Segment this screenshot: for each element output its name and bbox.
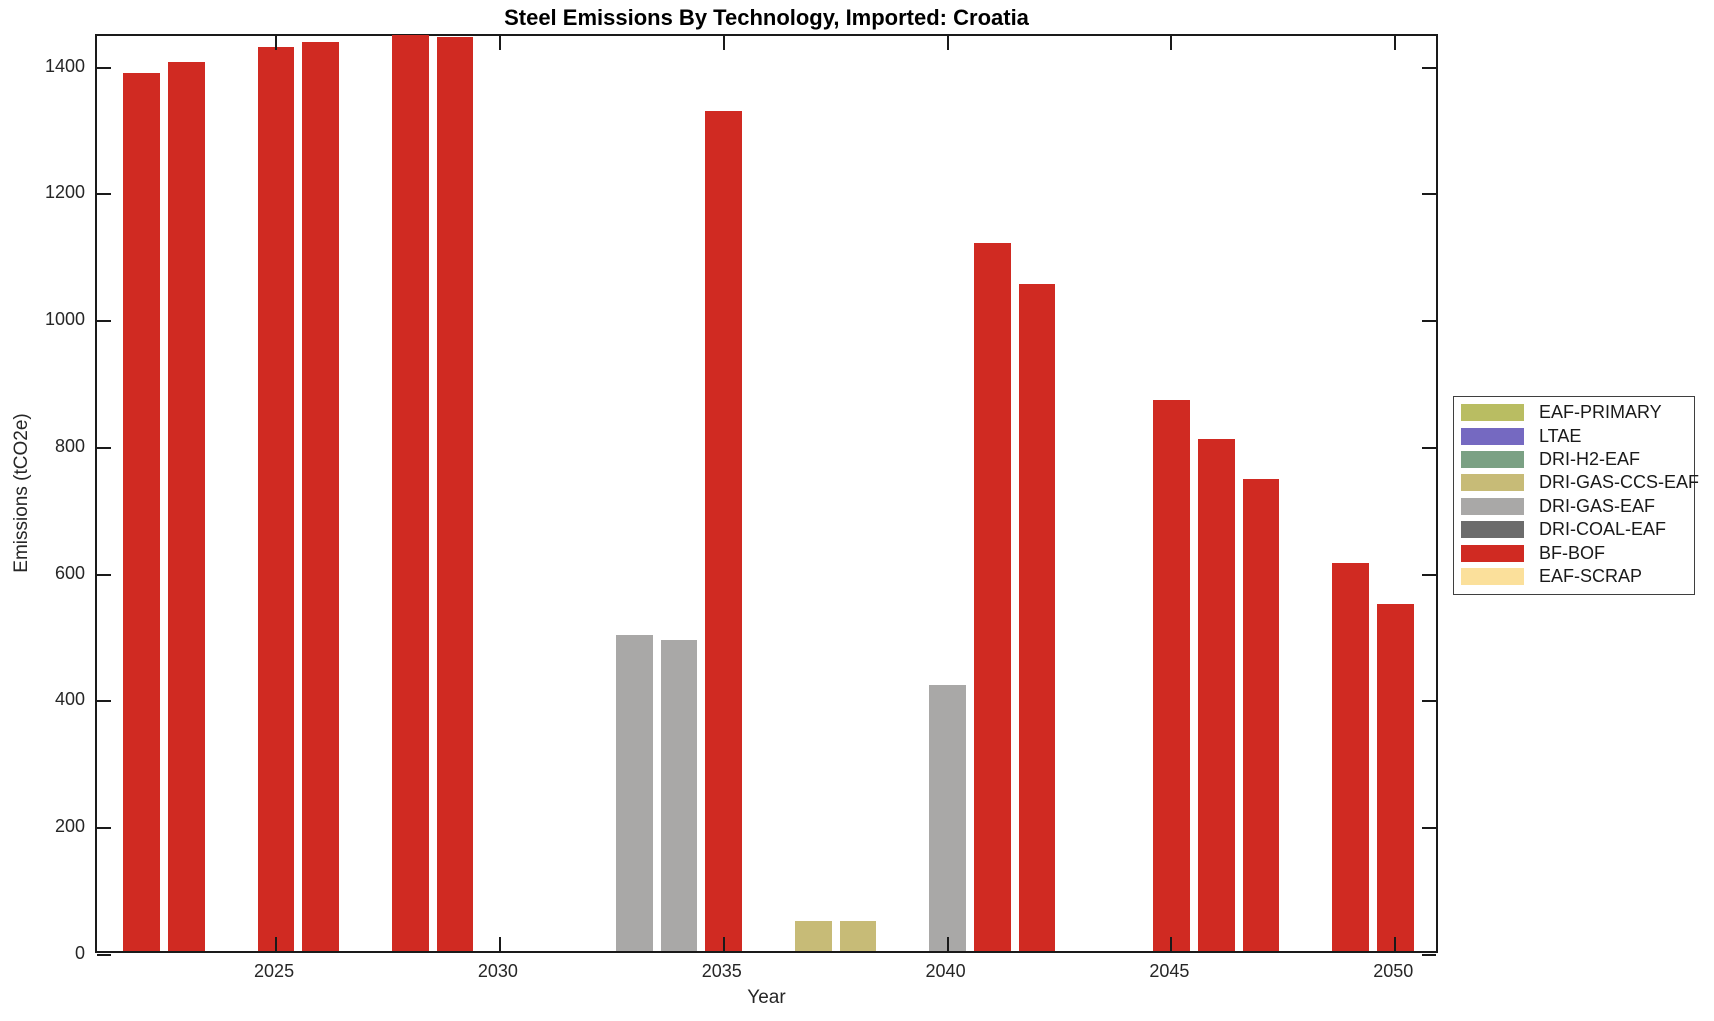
legend-label: EAF-PRIMARY — [1539, 402, 1662, 423]
y-tick — [97, 954, 111, 956]
legend-item-dri-h2-eaf: DRI-H2-EAF — [1461, 448, 1694, 471]
legend: EAF-PRIMARY LTAE DRI-H2-EAF DRI-GAS-CCS-EAF… — [1453, 396, 1699, 595]
x-tick — [946, 937, 949, 951]
x-tick-label: 2030 — [477, 961, 518, 981]
legend-swatch-dri-gas-ccs-eaf — [1461, 474, 1524, 492]
x-tick-label: 2025 — [254, 961, 295, 981]
x-tick-top — [275, 36, 278, 50]
y-tick-label: 200 — [54, 816, 85, 837]
x-axis-label: Year — [747, 987, 786, 1008]
x-tick-label: 2050 — [1373, 961, 1414, 981]
bar-bf-bof-2041 — [973, 243, 1011, 951]
bar-bf-bof-2026 — [302, 41, 340, 951]
x-tick-top — [946, 36, 949, 50]
y-tick-right — [1422, 320, 1436, 323]
y-tick-label: 1200 — [44, 182, 85, 203]
y-tick — [97, 320, 111, 323]
legend-swatch-dri-h2-eaf — [1461, 450, 1524, 468]
legend-item-dri-coal-eaf: DRI-COAL-EAF — [1461, 518, 1694, 541]
bar-dri-gas-eaf-2040 — [929, 684, 966, 951]
y-tick-right — [1422, 827, 1436, 830]
y-tick — [97, 573, 111, 576]
bar-bf-bof-2022 — [123, 73, 161, 951]
legend-label: EAF-SCRAP — [1539, 565, 1643, 586]
y-tick — [97, 446, 111, 449]
legend-item-bf-bof: BF-BOF — [1461, 541, 1694, 564]
bar-bf-bof-2025 — [257, 46, 295, 951]
y-tick-right — [1422, 66, 1436, 69]
bar-bf-bof-2023 — [168, 62, 205, 951]
x-tick-top — [1394, 36, 1397, 50]
x-tick-label: 2035 — [701, 961, 742, 981]
legend-swatch-dri-coal-eaf — [1461, 521, 1524, 539]
bar-dri-gas-ccs-eaf-2038 — [839, 921, 877, 951]
bar-bf-bof-2045 — [1153, 399, 1190, 951]
y-tick-label: 400 — [54, 689, 85, 710]
chart-title: Steel Emissions By Technology, Imported:… — [504, 5, 1029, 30]
bar-bf-bof-2047 — [1242, 479, 1280, 951]
y-tick-label: 800 — [54, 435, 85, 456]
x-tick — [275, 937, 278, 951]
y-tick-label: 1400 — [44, 55, 85, 76]
bar-dri-gas-eaf-2034 — [660, 639, 698, 951]
y-tick-right — [1422, 954, 1436, 956]
legend-label: DRI-GAS-CCS-EAF — [1539, 472, 1700, 493]
bar-bf-bof-2050 — [1376, 604, 1414, 951]
bar-bf-bof-2028 — [392, 35, 429, 951]
bar-dri-gas-ccs-eaf-2037 — [794, 920, 832, 951]
legend-label: BF-BOF — [1539, 542, 1605, 563]
legend-item-eaf-primary: EAF-PRIMARY — [1461, 401, 1694, 424]
legend-swatch-eaf-primary — [1461, 404, 1524, 422]
y-tick — [97, 827, 111, 830]
x-tick — [1394, 937, 1397, 951]
y-tick-right — [1422, 446, 1436, 449]
x-tick — [722, 937, 725, 951]
legend-swatch-bf-bof — [1461, 544, 1524, 562]
x-tick-top — [722, 36, 725, 50]
y-tick — [97, 66, 111, 69]
legend-swatch-eaf-scrap — [1461, 567, 1524, 585]
legend-swatch-ltae — [1461, 427, 1524, 445]
x-tick — [1170, 937, 1173, 951]
legend-item-eaf-scrap: EAF-SCRAP — [1461, 565, 1694, 588]
x-tick-label: 2040 — [925, 961, 966, 981]
y-tick — [97, 700, 111, 703]
bar-dri-gas-eaf-2033 — [615, 634, 653, 951]
y-tick-label: 600 — [54, 562, 85, 583]
plot-area — [95, 34, 1438, 956]
legend-swatch-dri-gas-eaf — [1461, 497, 1524, 515]
y-tick-right — [1422, 573, 1436, 576]
x-tick-label: 2045 — [1149, 961, 1190, 981]
bar-bf-bof-2046 — [1197, 438, 1235, 951]
bar-bf-bof-2049 — [1332, 562, 1369, 951]
y-tick-label: 0 — [74, 943, 85, 963]
legend-item-ltae: LTAE — [1461, 424, 1694, 447]
y-tick — [97, 193, 111, 196]
y-tick-right — [1422, 700, 1436, 703]
x-tick-top — [1170, 36, 1173, 50]
legend-label: LTAE — [1539, 425, 1582, 446]
y-tick-right — [1422, 193, 1436, 196]
legend-label: DRI-H2-EAF — [1539, 448, 1641, 469]
legend-label: DRI-COAL-EAF — [1539, 519, 1667, 540]
y-tick-label: 1000 — [44, 309, 85, 330]
bar-bf-bof-2042 — [1018, 283, 1056, 951]
legend-item-dri-gas-ccs-eaf: DRI-GAS-CCS-EAF — [1461, 471, 1699, 494]
x-tick-top — [498, 36, 501, 50]
legend-item-dri-gas-eaf: DRI-GAS-EAF — [1461, 495, 1694, 518]
x-tick — [498, 937, 501, 951]
bar-bf-bof-2029 — [436, 37, 474, 951]
bar-bf-bof-2035 — [705, 111, 743, 951]
legend-label: DRI-GAS-EAF — [1539, 495, 1656, 516]
